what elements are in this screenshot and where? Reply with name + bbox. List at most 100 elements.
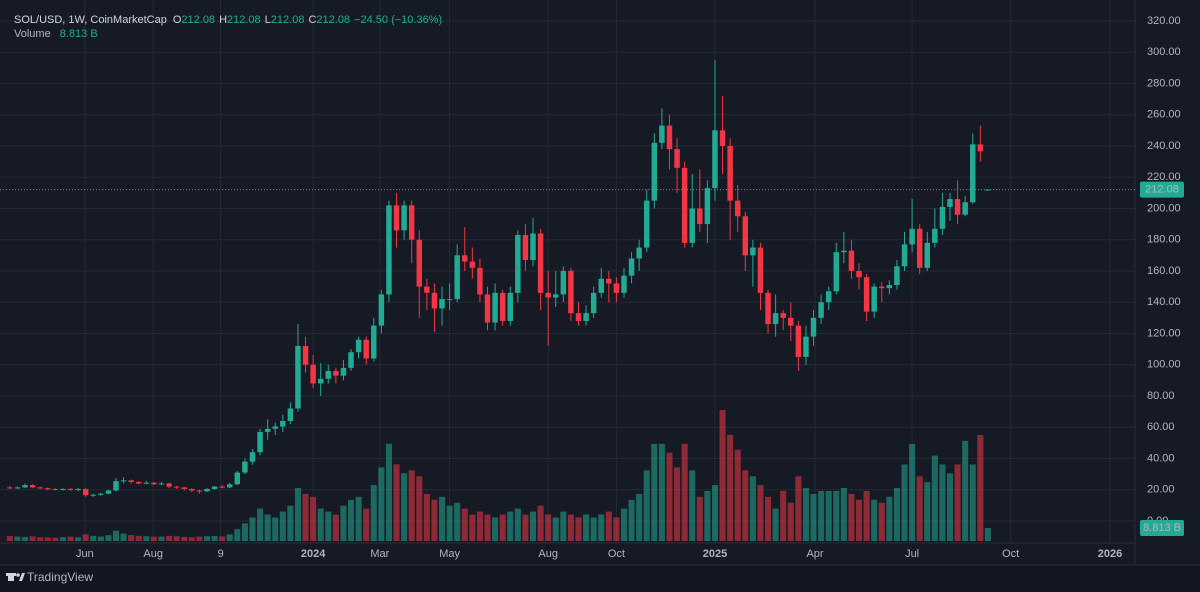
ohlc-value: 212.08: [316, 14, 350, 26]
volume-bar: [787, 502, 794, 541]
candle-body: [60, 488, 66, 490]
candle-body: [734, 200, 741, 217]
volume-bar: [492, 517, 499, 541]
candle-body: [401, 205, 407, 231]
volume-bar: [355, 496, 362, 541]
volume-bar: [946, 473, 954, 541]
x-tick-label: 2026: [1098, 548, 1122, 560]
volume-bar: [909, 443, 916, 541]
volume-bar: [173, 536, 180, 541]
change: −24.50 (−10.36%): [354, 14, 442, 26]
volume-bar: [636, 493, 643, 541]
volume-bar: [954, 464, 961, 541]
logo-shape: [8, 573, 14, 581]
volume-bar: [340, 505, 347, 541]
x-tick-label: Aug: [143, 548, 163, 560]
y-tick-label: 100.00: [1147, 359, 1181, 371]
volume-bar: [287, 505, 294, 541]
candle-body: [67, 488, 74, 490]
candle-body: [348, 352, 354, 368]
volume-bar: [931, 455, 938, 541]
volume-bar: [332, 514, 339, 541]
candle-body: [590, 292, 597, 314]
volume-bar: [150, 536, 157, 541]
volume-bar: [658, 443, 665, 541]
volume-bar: [772, 508, 779, 541]
y-tick-label: 60.00: [1147, 421, 1175, 433]
volume-bar: [924, 482, 931, 541]
candle-body: [947, 199, 953, 207]
volume-bar: [393, 464, 400, 541]
candle-body: [780, 313, 786, 318]
candle-body: [742, 216, 749, 256]
candle-body: [14, 487, 21, 489]
candle-body: [431, 292, 438, 309]
x-tick-label: Apr: [806, 548, 823, 560]
candle-body: [52, 488, 59, 490]
volume-bar: [901, 464, 908, 541]
candle-body: [530, 233, 536, 261]
candle-body: [644, 200, 650, 248]
candle-body: [909, 228, 915, 245]
x-tick-label: Oct: [1002, 548, 1019, 560]
volume-bar: [529, 511, 537, 541]
candle-body: [113, 481, 119, 491]
candle-body: [879, 286, 885, 289]
volume-bar: [742, 470, 749, 541]
y-tick-label: 320.00: [1147, 15, 1181, 27]
volume-bar: [727, 435, 734, 541]
candle-body: [507, 292, 513, 321]
volume-bar: [294, 488, 301, 541]
volume-bar: [560, 511, 567, 541]
x-tick-label: Jun: [76, 548, 94, 560]
y-tick-label: 120.00: [1147, 327, 1181, 339]
last-price-box: [1140, 181, 1184, 198]
ohlc-value: 212.08: [271, 14, 305, 26]
volume-marker-label: 8.813 B: [1143, 522, 1181, 534]
candle-body: [727, 145, 733, 201]
logo: TradingView: [6, 570, 93, 584]
candle-body: [363, 339, 369, 359]
candle-body: [82, 488, 89, 496]
volume-bar: [181, 536, 188, 541]
candle-body: [719, 130, 726, 146]
y-tick-label: 300.00: [1147, 46, 1181, 58]
candle-body: [560, 270, 567, 295]
candle-body: [416, 239, 423, 287]
volume-bar: [878, 502, 885, 541]
volume-bar: [886, 496, 893, 541]
volume-bar: [370, 485, 377, 541]
candle-body: [105, 490, 112, 494]
candle-body: [606, 278, 612, 284]
last-price-label: 212.08: [1145, 183, 1179, 195]
candle-body: [257, 431, 263, 453]
candle-body: [189, 488, 195, 491]
header: SOL/USD, 1W, CoinMarketCap O212.08 H212.08…: [14, 14, 442, 26]
candle-body: [151, 482, 157, 485]
candle-body: [757, 247, 764, 293]
volume-bar: [325, 511, 332, 541]
candle-body: [280, 420, 286, 427]
y-tick-label: 40.00: [1147, 452, 1175, 464]
volume-bar: [401, 473, 408, 541]
candle-body: [628, 258, 635, 276]
candle-body: [462, 255, 468, 262]
candle-body: [317, 378, 324, 384]
volume-bar: [257, 508, 264, 541]
volume-bar: [461, 508, 468, 541]
footer-brand: TradingView: [27, 570, 93, 584]
candle-body: [469, 261, 476, 268]
volume-bar: [44, 537, 51, 541]
candle-body: [37, 487, 43, 489]
volume-bar: [438, 496, 446, 541]
candle-body: [204, 488, 210, 492]
candle-body: [484, 294, 491, 323]
candle-body: [143, 482, 150, 484]
symbol: SOL/USD, 1W, CoinMarketCap: [14, 14, 167, 26]
candle-body: [408, 205, 415, 240]
volume-bar: [567, 514, 574, 541]
logo-shape: [6, 573, 16, 576]
candle-body: [90, 494, 96, 496]
candle-body: [181, 487, 187, 489]
